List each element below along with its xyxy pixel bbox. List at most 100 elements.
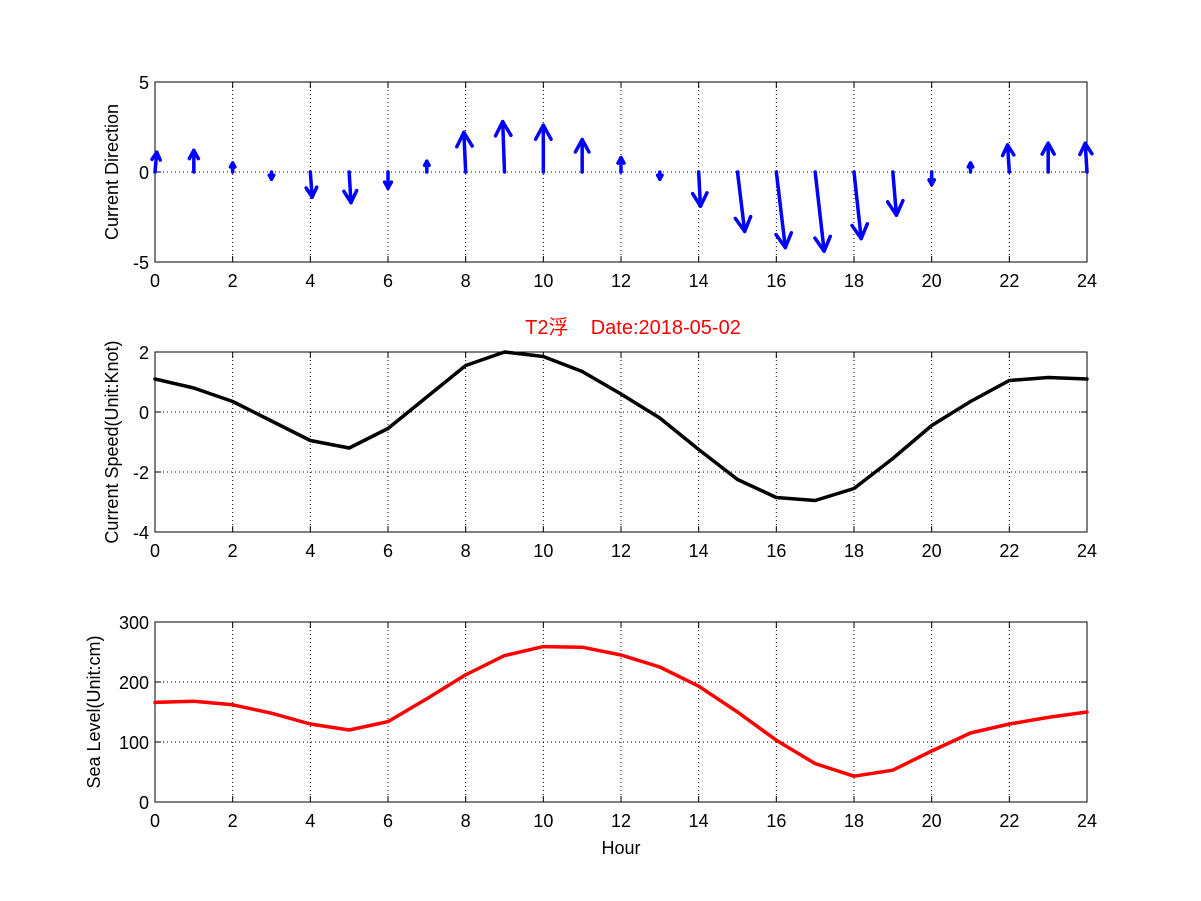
y-tick-label: 0 — [139, 793, 149, 813]
x-tick-label: 18 — [844, 541, 864, 561]
y-tick-label: -2 — [133, 463, 149, 483]
vector-shaft — [1083, 141, 1089, 174]
vector-head — [850, 222, 870, 241]
current-vector — [150, 150, 163, 174]
current-vector — [573, 137, 591, 174]
y-tick-label: -4 — [133, 523, 149, 543]
x-tick-label: 24 — [1077, 271, 1097, 291]
vector-head — [733, 214, 753, 234]
current-vector — [228, 161, 237, 174]
x-tick-label: 4 — [305, 811, 315, 831]
y-tick-label: 5 — [139, 73, 149, 93]
x-tick-label: 22 — [999, 811, 1019, 831]
vector-head — [533, 123, 553, 141]
x-tick-label: 0 — [150, 271, 160, 291]
vector-head — [1078, 141, 1094, 157]
x-axis-label: Hour — [601, 838, 640, 858]
vector-head — [382, 180, 394, 190]
vector-head — [573, 137, 591, 154]
vector-head — [493, 119, 513, 138]
series-line — [153, 350, 1089, 503]
current-vector — [885, 170, 905, 217]
current-vector — [422, 159, 431, 174]
x-tick-label: 24 — [1077, 541, 1097, 561]
x-tick-label: 8 — [461, 271, 471, 291]
vector-head — [813, 234, 832, 253]
vector-shaft — [462, 130, 468, 174]
x-tick-label: 2 — [228, 541, 238, 561]
x-tick-label: 16 — [766, 541, 786, 561]
vector-shaft — [500, 119, 507, 174]
vector-head — [1000, 143, 1016, 158]
vector-head — [342, 188, 359, 205]
current-vector — [1078, 141, 1094, 174]
y-tick-label: 300 — [119, 613, 149, 633]
x-tick-label: 0 — [150, 541, 160, 561]
x-tick-label: 14 — [689, 271, 709, 291]
x-tick-label: 22 — [999, 271, 1019, 291]
vector-shaft — [891, 170, 899, 217]
x-tick-label: 14 — [689, 541, 709, 561]
vector-head — [228, 161, 237, 169]
vector-head — [267, 173, 276, 181]
x-tick-label: 20 — [922, 541, 942, 561]
current-vector — [382, 170, 394, 190]
x-tick-label: 10 — [533, 541, 553, 561]
vector-head — [422, 159, 431, 168]
x-tick-label: 18 — [844, 811, 864, 831]
current-vector — [342, 170, 359, 205]
vector-head — [616, 155, 626, 165]
x-tick-label: 18 — [844, 271, 864, 291]
current-vector — [304, 170, 319, 199]
x-tick-label: 8 — [461, 541, 471, 561]
chart-title: T2浮 Date:2018-05-02 — [525, 316, 741, 339]
x-tick-label: 24 — [1077, 811, 1097, 831]
x-tick-label: 16 — [766, 811, 786, 831]
current-vector — [493, 119, 513, 174]
current-vector — [533, 123, 553, 174]
vector-head — [1040, 141, 1056, 156]
current-vector — [267, 170, 276, 181]
x-tick-label: 20 — [922, 271, 942, 291]
current-vector — [966, 161, 975, 174]
x-tick-label: 12 — [611, 541, 631, 561]
x-tick-label: 0 — [150, 811, 160, 831]
vector-shaft — [308, 170, 314, 199]
current-vector — [850, 170, 870, 241]
current-vector — [813, 170, 832, 253]
y-tick-label: 0 — [139, 403, 149, 423]
vector-head — [927, 178, 937, 187]
current-vector — [1040, 141, 1056, 174]
vector-head — [885, 198, 905, 217]
current-vector — [927, 170, 937, 187]
vector-head — [690, 191, 709, 208]
vector-shaft — [1005, 143, 1012, 174]
current-vector — [733, 170, 753, 234]
vector-head — [304, 185, 319, 199]
vector-shaft — [347, 170, 353, 205]
current-vector — [774, 170, 794, 250]
current-vector — [455, 130, 474, 174]
x-tick-label: 4 — [305, 271, 315, 291]
x-tick-label: 16 — [766, 271, 786, 291]
y-axis-label: Sea Level(Unit:cm) — [84, 635, 104, 788]
current-vector — [690, 170, 709, 208]
series-line — [153, 644, 1089, 778]
x-tick-label: 4 — [305, 541, 315, 561]
x-tick-label: 6 — [383, 271, 393, 291]
vector-head — [774, 231, 794, 250]
vector-head — [187, 148, 201, 161]
x-tick-label: 20 — [922, 811, 942, 831]
vector-head — [966, 161, 975, 169]
vector-head — [655, 173, 664, 181]
vector-head — [150, 150, 163, 162]
vector-shaft — [774, 170, 788, 250]
vector-shaft — [696, 170, 703, 208]
vector-shaft — [852, 170, 863, 241]
current-vector — [655, 170, 664, 181]
x-tick-label: 14 — [689, 811, 709, 831]
